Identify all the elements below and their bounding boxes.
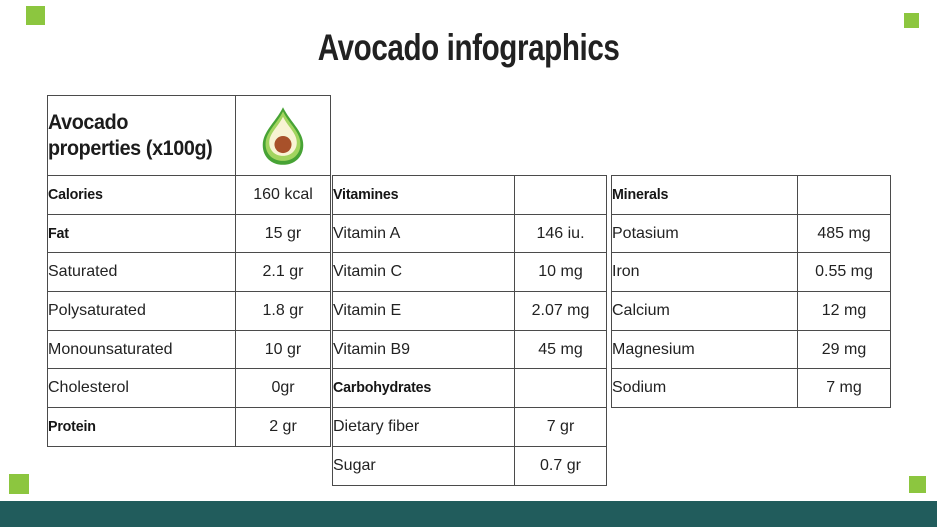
polysaturated-value: 1.8 gr — [235, 291, 331, 331]
vitamin-e-label: Vitamin E — [332, 291, 515, 331]
vitamin-a-label: Vitamin A — [332, 213, 515, 254]
minerals-header-empty — [797, 175, 891, 215]
corner-square-bottom-left — [9, 474, 29, 494]
cholesterol-value: 0gr — [235, 368, 331, 409]
row-magnesium: Magnesium 29 mg — [611, 329, 891, 370]
fat-value: 15 gr — [235, 213, 331, 254]
potasium-label: Potasium — [611, 213, 798, 254]
row-sugar: Sugar 0.7 gr — [332, 445, 607, 486]
corner-square-top-left — [26, 6, 45, 25]
vitamin-a-value: 146 iu. — [514, 213, 607, 254]
vitamin-c-label: Vitamin C — [332, 252, 515, 293]
magnesium-value: 29 mg — [797, 329, 891, 370]
row-protein: Protein 2 gr — [47, 407, 331, 447]
row-potasium: Potasium 485 mg — [611, 213, 891, 254]
corner-square-top-right — [904, 13, 919, 28]
iron-value: 0.55 mg — [797, 252, 891, 293]
minerals-header-label: Minerals — [612, 185, 669, 203]
fat-label: Fat — [48, 224, 70, 242]
monounsaturated-value: 10 gr — [235, 329, 331, 370]
potasium-value: 485 mg — [797, 213, 891, 254]
vitamins-table: Vitamines Vitamin A 146 iu. Vitamin C 10… — [332, 175, 607, 486]
vitamines-header-label: Vitamines — [333, 185, 399, 203]
properties-header-cell: Avocado properties (x100g) — [47, 95, 236, 176]
row-cholesterol: Cholesterol 0gr — [47, 368, 331, 409]
row-saturated: Saturated 2.1 gr — [47, 252, 331, 293]
vitamin-c-value: 10 mg — [514, 252, 607, 293]
row-minerals-header: Minerals — [611, 175, 891, 215]
saturated-label: Saturated — [47, 252, 236, 293]
page-title-text: Avocado infographics — [317, 27, 620, 68]
protein-label: Protein — [48, 417, 96, 435]
sugar-value: 0.7 gr — [514, 445, 607, 486]
row-calcium: Calcium 12 mg — [611, 291, 891, 331]
corner-square-bottom-right — [909, 476, 926, 493]
row-monounsaturated: Monounsaturated 10 gr — [47, 329, 331, 370]
row-dietary-fiber: Dietary fiber 7 gr — [332, 407, 607, 447]
calcium-value: 12 mg — [797, 291, 891, 331]
sodium-value: 7 mg — [797, 368, 891, 409]
magnesium-label: Magnesium — [611, 329, 798, 370]
footer-bar — [0, 501, 937, 527]
row-iron: Iron 0.55 mg — [611, 252, 891, 293]
row-vitamin-b9: Vitamin B9 45 mg — [332, 329, 607, 370]
protein-value: 2 gr — [235, 407, 331, 447]
polysaturated-label: Polysaturated — [47, 291, 236, 331]
calories-label: Calories — [48, 185, 103, 203]
dietary-fiber-value: 7 gr — [514, 407, 607, 447]
sodium-label: Sodium — [611, 368, 798, 409]
row-polysaturated: Polysaturated 1.8 gr — [47, 291, 331, 331]
properties-header-label: Avocado properties (x100g) — [48, 111, 213, 160]
row-vitamin-a: Vitamin A 146 iu. — [332, 213, 607, 254]
row-sodium: Sodium 7 mg — [611, 368, 891, 409]
row-vitamin-e: Vitamin E 2.07 mg — [332, 291, 607, 331]
vitamin-b9-label: Vitamin B9 — [332, 329, 515, 370]
avocado-icon — [262, 106, 304, 165]
row-fat: Fat 15 gr — [47, 213, 331, 254]
avocado-icon-cell — [235, 95, 331, 176]
vitamin-e-value: 2.07 mg — [514, 291, 607, 331]
row-vitamines-header: Vitamines — [332, 175, 607, 215]
cholesterol-label: Cholesterol — [47, 368, 236, 409]
saturated-value: 2.1 gr — [235, 252, 331, 293]
row-vitamin-c: Vitamin C 10 mg — [332, 252, 607, 293]
dietary-fiber-label: Dietary fiber — [332, 407, 515, 447]
minerals-table: Minerals Potasium 485 mg Iron 0.55 mg Ca… — [611, 175, 891, 409]
vitamines-header-empty — [514, 175, 607, 215]
properties-header-row: Avocado properties (x100g) — [47, 95, 331, 176]
row-carbohydrates-header: Carbohydrates — [332, 368, 607, 409]
iron-label: Iron — [611, 252, 798, 293]
vitamin-b9-value: 45 mg — [514, 329, 607, 370]
sugar-label: Sugar — [332, 445, 515, 486]
properties-table: Avocado properties (x100g) Calories 160 … — [47, 95, 331, 447]
row-calories: Calories 160 kcal — [47, 175, 331, 215]
calcium-label: Calcium — [611, 291, 798, 331]
page-title: Avocado infographics — [0, 27, 937, 69]
carbohydrates-header-empty — [514, 368, 607, 409]
carbohydrates-header-label: Carbohydrates — [333, 379, 432, 397]
monounsaturated-label: Monounsaturated — [47, 329, 236, 370]
calories-value: 160 kcal — [235, 175, 331, 215]
